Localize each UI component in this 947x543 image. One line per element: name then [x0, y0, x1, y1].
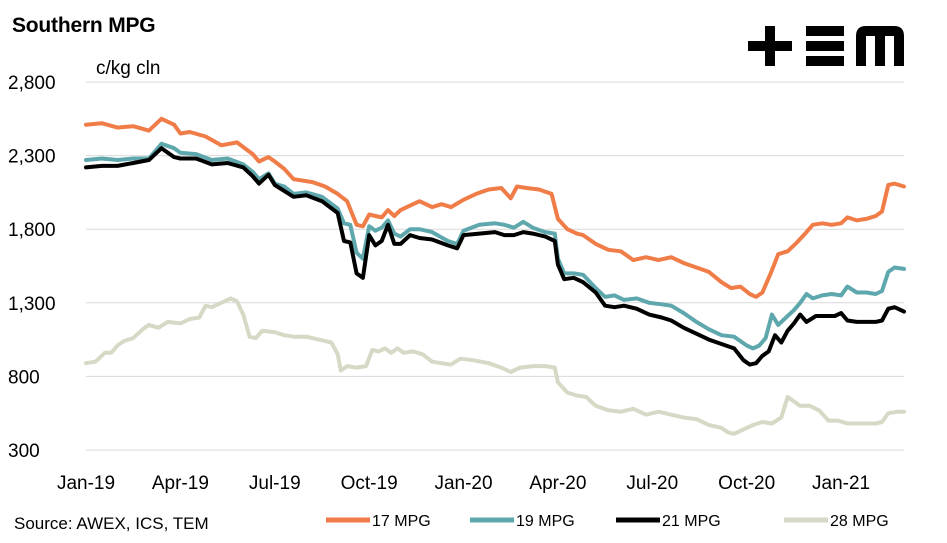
- legend-label: 19 MPG: [516, 513, 575, 530]
- y-tick-label: 2,800: [8, 73, 56, 94]
- y-axis-unit-label: c/kg cln: [96, 58, 161, 79]
- x-tick-label: Jan-19: [57, 473, 115, 494]
- y-tick-label: 300: [8, 441, 40, 462]
- x-axis-ticks: Jan-19 Apr-19 Jul-19 Oct-19 Jan-20 Apr-20 Jul-…: [57, 473, 870, 494]
- source-note: Source: AWEX, ICS, TEM: [14, 514, 209, 533]
- x-tick-label: Jan-21: [812, 473, 870, 494]
- legend-label: 21 MPG: [662, 513, 721, 530]
- y-axis-ticks: 300 800 1,300 1,800 2,300 2,800: [8, 73, 56, 462]
- x-tick-label: Apr-19: [152, 473, 209, 494]
- x-tick-label: Oct-19: [341, 473, 398, 494]
- series-line-17-mpg: [84, 116, 906, 299]
- x-tick-label: Jul-20: [626, 473, 678, 494]
- y-tick-label: 1,800: [8, 220, 56, 241]
- x-tick-label: Jan-20: [434, 473, 492, 494]
- series-line-19-mpg: [84, 141, 906, 351]
- y-tick-label: 1,300: [8, 294, 56, 315]
- chart-title: Southern MPG: [12, 14, 156, 37]
- series-line-28-mpg: [84, 296, 906, 436]
- tem-logo: [748, 26, 904, 66]
- series-line-21-mpg: [84, 146, 906, 367]
- legend-label: 28 MPG: [830, 513, 889, 530]
- x-tick-label: Jul-19: [249, 473, 301, 494]
- x-tick-label: Oct-20: [718, 473, 775, 494]
- y-tick-label: 2,300: [8, 147, 56, 168]
- legend: 17 MPG 19 MPG 21 MPG 28 MPG: [326, 513, 889, 530]
- x-tick-label: Apr-20: [529, 473, 586, 494]
- y-tick-label: 800: [8, 367, 40, 388]
- legend-label: 17 MPG: [372, 513, 431, 530]
- series-lines: [84, 116, 906, 436]
